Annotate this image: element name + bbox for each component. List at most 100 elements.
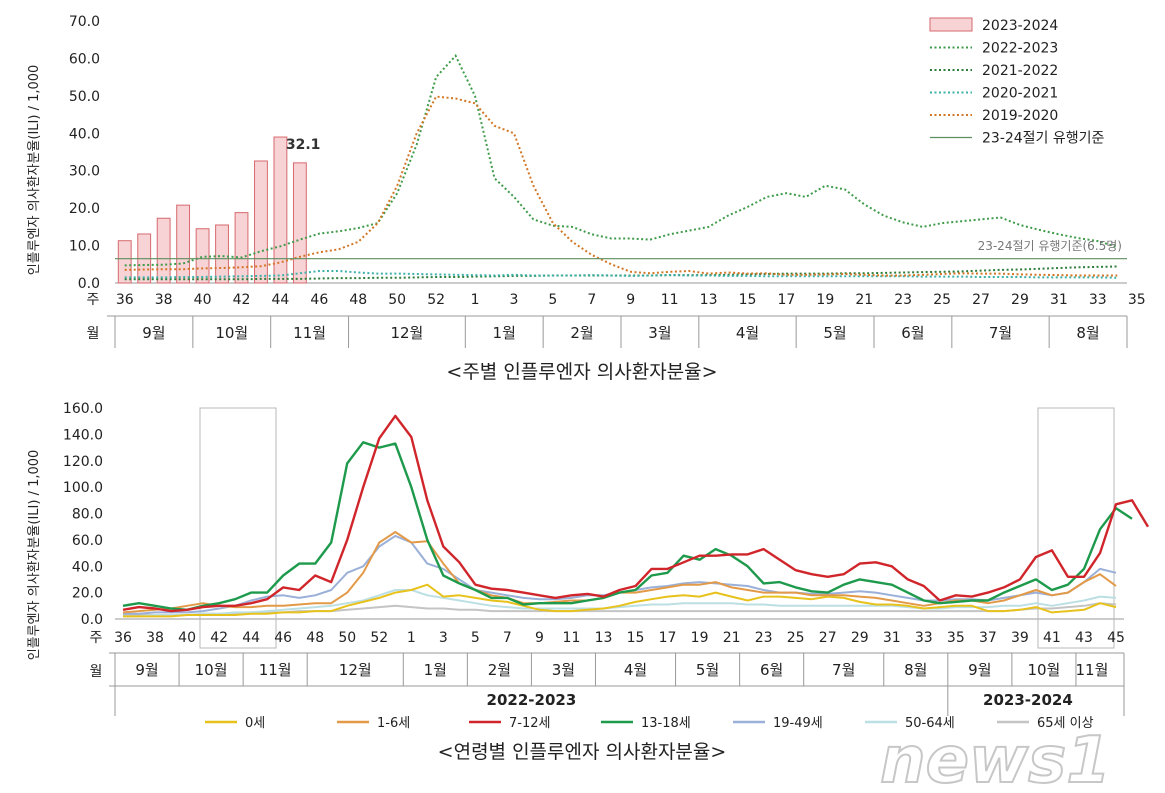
bottom-week-tick-label: 46 [274, 630, 292, 646]
bottom-week-tick-label: 41 [1043, 630, 1061, 646]
age-ili-chart: 0.020.040.060.080.0100.0120.0140.0160.0 … [27, 401, 1150, 763]
bottom-y-tick-label: 60.0 [72, 533, 103, 549]
weekly-ili-chart: 0.0 10.0 20.0 30.0 40.0 50.0 60.0 70.0 23-24절기 … [27, 14, 1146, 383]
bar-2023-2024 [195, 228, 210, 284]
bottom-month-label: 5월 [696, 661, 719, 679]
bottom-week-tick-label: 38 [146, 630, 164, 646]
bottom-month-label: 11월 [1076, 661, 1109, 679]
bottom-month-label: 12월 [339, 661, 372, 679]
top-week-tick-label: 23 [894, 292, 912, 308]
bottom-legend: 0세 1-6세 7-12세 13-18세 19-49세 50-64세 65세 이상 [205, 716, 1094, 731]
top-week-tick-label: 17 [778, 292, 796, 308]
legend-label: 0세 [245, 716, 265, 731]
bar-2023-2024 [234, 212, 249, 284]
bottom-week-tick-label: 13 [595, 630, 613, 646]
bottom-y-tick-label: 80.0 [72, 507, 103, 523]
bottom-week-tick-label: 23 [755, 630, 773, 646]
bottom-month-label: 6월 [760, 661, 783, 679]
top-week-tick-label: 33 [1089, 292, 1107, 308]
top-legend: 2023-2024 2022-2023 2021-2022 2020-2021 2019… [929, 17, 1105, 147]
bottom-y-tick-label: 20.0 [72, 586, 103, 602]
top-month-label: 7월 [989, 324, 1012, 342]
top-week-tick-label: 40 [194, 292, 212, 308]
top-week-tick-label: 36 [116, 292, 134, 308]
bottom-month-label: 2월 [488, 661, 511, 679]
bottom-y-tick-label: 40.0 [72, 559, 103, 575]
bar-2023-2024 [117, 240, 132, 284]
top-week-tick-label: 48 [349, 292, 367, 308]
top-y-tick-label: 50.0 [69, 89, 100, 105]
top-week-tick-label: 46 [310, 292, 328, 308]
top-y-tick-label: 0.0 [78, 276, 100, 292]
bottom-week-tick-label: 17 [659, 630, 677, 646]
bar-data-label: 32.1 [286, 137, 321, 153]
legend-label: 19-49세 [773, 716, 823, 731]
bottom-month-label: 3월 [552, 661, 575, 679]
age-line-13-18세 [122, 441, 1133, 611]
news1-watermark: news1 [879, 723, 1112, 793]
bottom-y-axis-label: 인플루엔자 의사환자분율(ILI) / 1,000 [27, 450, 42, 661]
watermark-text: news1 [880, 724, 1111, 793]
bottom-week-tick-label: 3 [439, 630, 448, 646]
series-line-2020-2021 [124, 270, 1118, 279]
top-week-tick-label: 3 [510, 292, 519, 308]
bottom-month-label: 10월 [195, 661, 228, 679]
top-week-tick-label: 35 [1128, 292, 1146, 308]
bottom-week-tick-label: 7 [503, 630, 512, 646]
bottom-month-label: 9월 [968, 661, 991, 679]
bottom-age-lines [122, 414, 1150, 618]
top-y-tick-label: 30.0 [69, 164, 100, 180]
legend-label: 23-24절기 유행기준 [982, 131, 1105, 147]
top-week-tick-label: 29 [1011, 292, 1029, 308]
top-y-axis-label: 인플루엔자 의사환자분율(ILI) / 1,000 [27, 65, 42, 276]
bar-2023-2024 [292, 162, 307, 284]
bottom-week-tick-label: 25 [787, 630, 805, 646]
bottom-month-label: 4월 [624, 661, 647, 679]
top-week-tick-label: 5 [548, 292, 557, 308]
bottom-week-tick-label: 37 [979, 630, 997, 646]
bottom-week-tick-label: 52 [370, 630, 388, 646]
top-y-tick-label: 70.0 [69, 14, 100, 30]
bottom-week-tick-label: 33 [915, 630, 933, 646]
threshold-annotation: 23-24절기 유행기준(6.5명) [978, 238, 1122, 253]
top-week-tick-label: 13 [700, 292, 718, 308]
top-month-label: 8월 [1076, 324, 1099, 342]
bottom-week-tick-label: 44 [242, 630, 260, 646]
bottom-week-tick-label: 11 [563, 630, 581, 646]
legend-swatch [929, 17, 973, 32]
top-season-lines [124, 54, 1118, 281]
top-week-tick-label: 1 [471, 292, 480, 308]
legend-label: 2022-2023 [982, 41, 1058, 57]
top-week-row-label: 주 [87, 292, 100, 308]
bottom-week-tick-label: 40 [178, 630, 196, 646]
bar-2023-2024 [215, 224, 229, 284]
bottom-week-tick-label: 45 [1107, 630, 1125, 646]
bar-2023-2024 [273, 136, 288, 284]
top-week-tick-label: 11 [661, 292, 679, 308]
age-line-7-12세 [122, 414, 1150, 613]
age-line-50-64세 [123, 589, 1117, 618]
top-month-label: 1월 [493, 324, 516, 342]
top-month-label: 3월 [648, 324, 671, 342]
bottom-y-axis: 0.0 20.0 40.0 60.0 80.0 100.0 120.0 140.0 160.0 [63, 401, 1124, 628]
top-week-tick-label: 19 [816, 292, 834, 308]
top-week-tick-label: 50 [388, 292, 406, 308]
bottom-week-tick-label: 29 [851, 630, 869, 646]
bottom-month-label: 11월 [259, 661, 292, 679]
top-month-row-label: 월 [87, 326, 100, 342]
top-week-tick-label: 38 [155, 292, 173, 308]
top-month-label: 10월 [215, 324, 248, 342]
bottom-week-tick-label: 15 [627, 630, 645, 646]
top-week-tick-label: 52 [427, 292, 445, 308]
bottom-week-tick-label: 31 [883, 630, 901, 646]
bottom-week-tick-label: 21 [723, 630, 741, 646]
legend-label: 2021-2022 [982, 63, 1058, 79]
bottom-y-tick-label: 160.0 [63, 401, 103, 417]
bottom-week-tick-label: 43 [1075, 630, 1093, 646]
top-month-label: 5월 [823, 324, 846, 342]
top-y-tick-label: 20.0 [69, 201, 100, 217]
bar-2023-2024 [176, 204, 191, 284]
legend-label: 65세 이상 [1037, 716, 1094, 731]
